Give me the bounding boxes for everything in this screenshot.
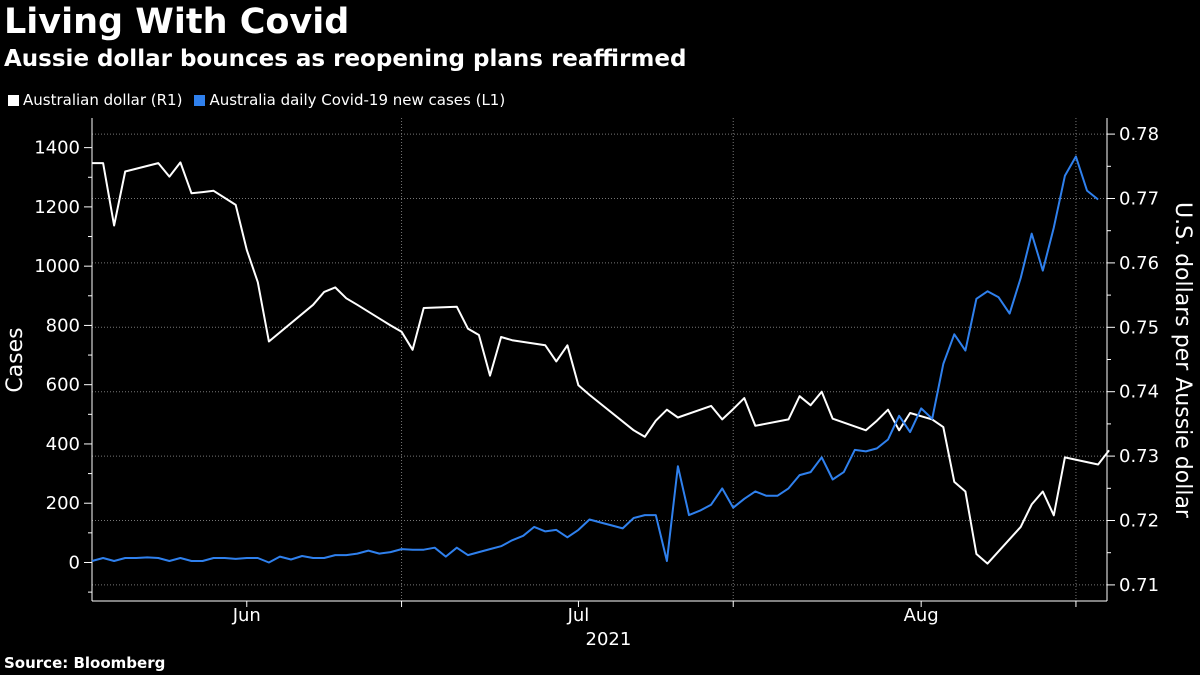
legend-label-aud: Australian dollar (R1) — [23, 91, 183, 109]
legend-swatch-cases — [194, 94, 206, 106]
right-tick-label: 0.74 — [1119, 382, 1159, 403]
chart-title: Living With Covid — [4, 2, 350, 42]
left-tick-label: 1200 — [34, 197, 80, 218]
x-tick-label: Jun — [232, 605, 261, 626]
right-tick-label: 0.71 — [1119, 575, 1159, 596]
x-tick-label: Jul — [567, 605, 590, 626]
left-tick-label: 1000 — [34, 256, 80, 277]
left-tick-label: 600 — [46, 375, 80, 396]
right-tick-label: 0.75 — [1119, 317, 1159, 338]
right-tick-label: 0.77 — [1119, 189, 1159, 210]
right-tick-label: 0.72 — [1119, 511, 1159, 532]
chart-subtitle: Aussie dollar bounces as reopening plans… — [4, 46, 687, 72]
legend-item-aud: Australian dollar (R1) — [8, 91, 182, 109]
legend-swatch-aud — [8, 94, 19, 106]
series-layer — [91, 155, 1110, 565]
left-tick-label: 400 — [46, 434, 80, 455]
grid-layer — [92, 118, 1107, 601]
right-tick-label: 0.76 — [1119, 253, 1159, 274]
left-tick-label: 0 — [69, 552, 80, 573]
covid-cases-series-line — [91, 155, 1099, 564]
chart-legend: Australian dollar (R1) Australia daily C… — [8, 91, 505, 109]
legend-label-cases: Australia daily Covid-19 new cases (L1) — [209, 91, 506, 109]
x-tick-label: Aug — [904, 605, 939, 626]
axis-layer: 0.71 0.72 0.73 0.74 0.75 0.76 0.77 0.78 0 200 400 6… — [3, 118, 1195, 650]
left-axis-title: Cases — [3, 327, 28, 392]
left-tick-label: 1400 — [34, 138, 80, 159]
right-tick-label: 0.73 — [1119, 446, 1159, 467]
legend-item-cases: Australia daily Covid-19 new cases (L1) — [194, 91, 505, 109]
aud-series-line — [92, 161, 1110, 565]
left-tick-label: 200 — [46, 493, 80, 514]
right-tick-label: 0.78 — [1119, 124, 1159, 145]
left-tick-label: 800 — [46, 315, 80, 336]
x-year-label: 2021 — [586, 629, 632, 650]
right-axis-title: U.S. dollars per Aussie dollar — [1170, 202, 1195, 519]
source-note: Source: Bloomberg — [4, 654, 166, 672]
